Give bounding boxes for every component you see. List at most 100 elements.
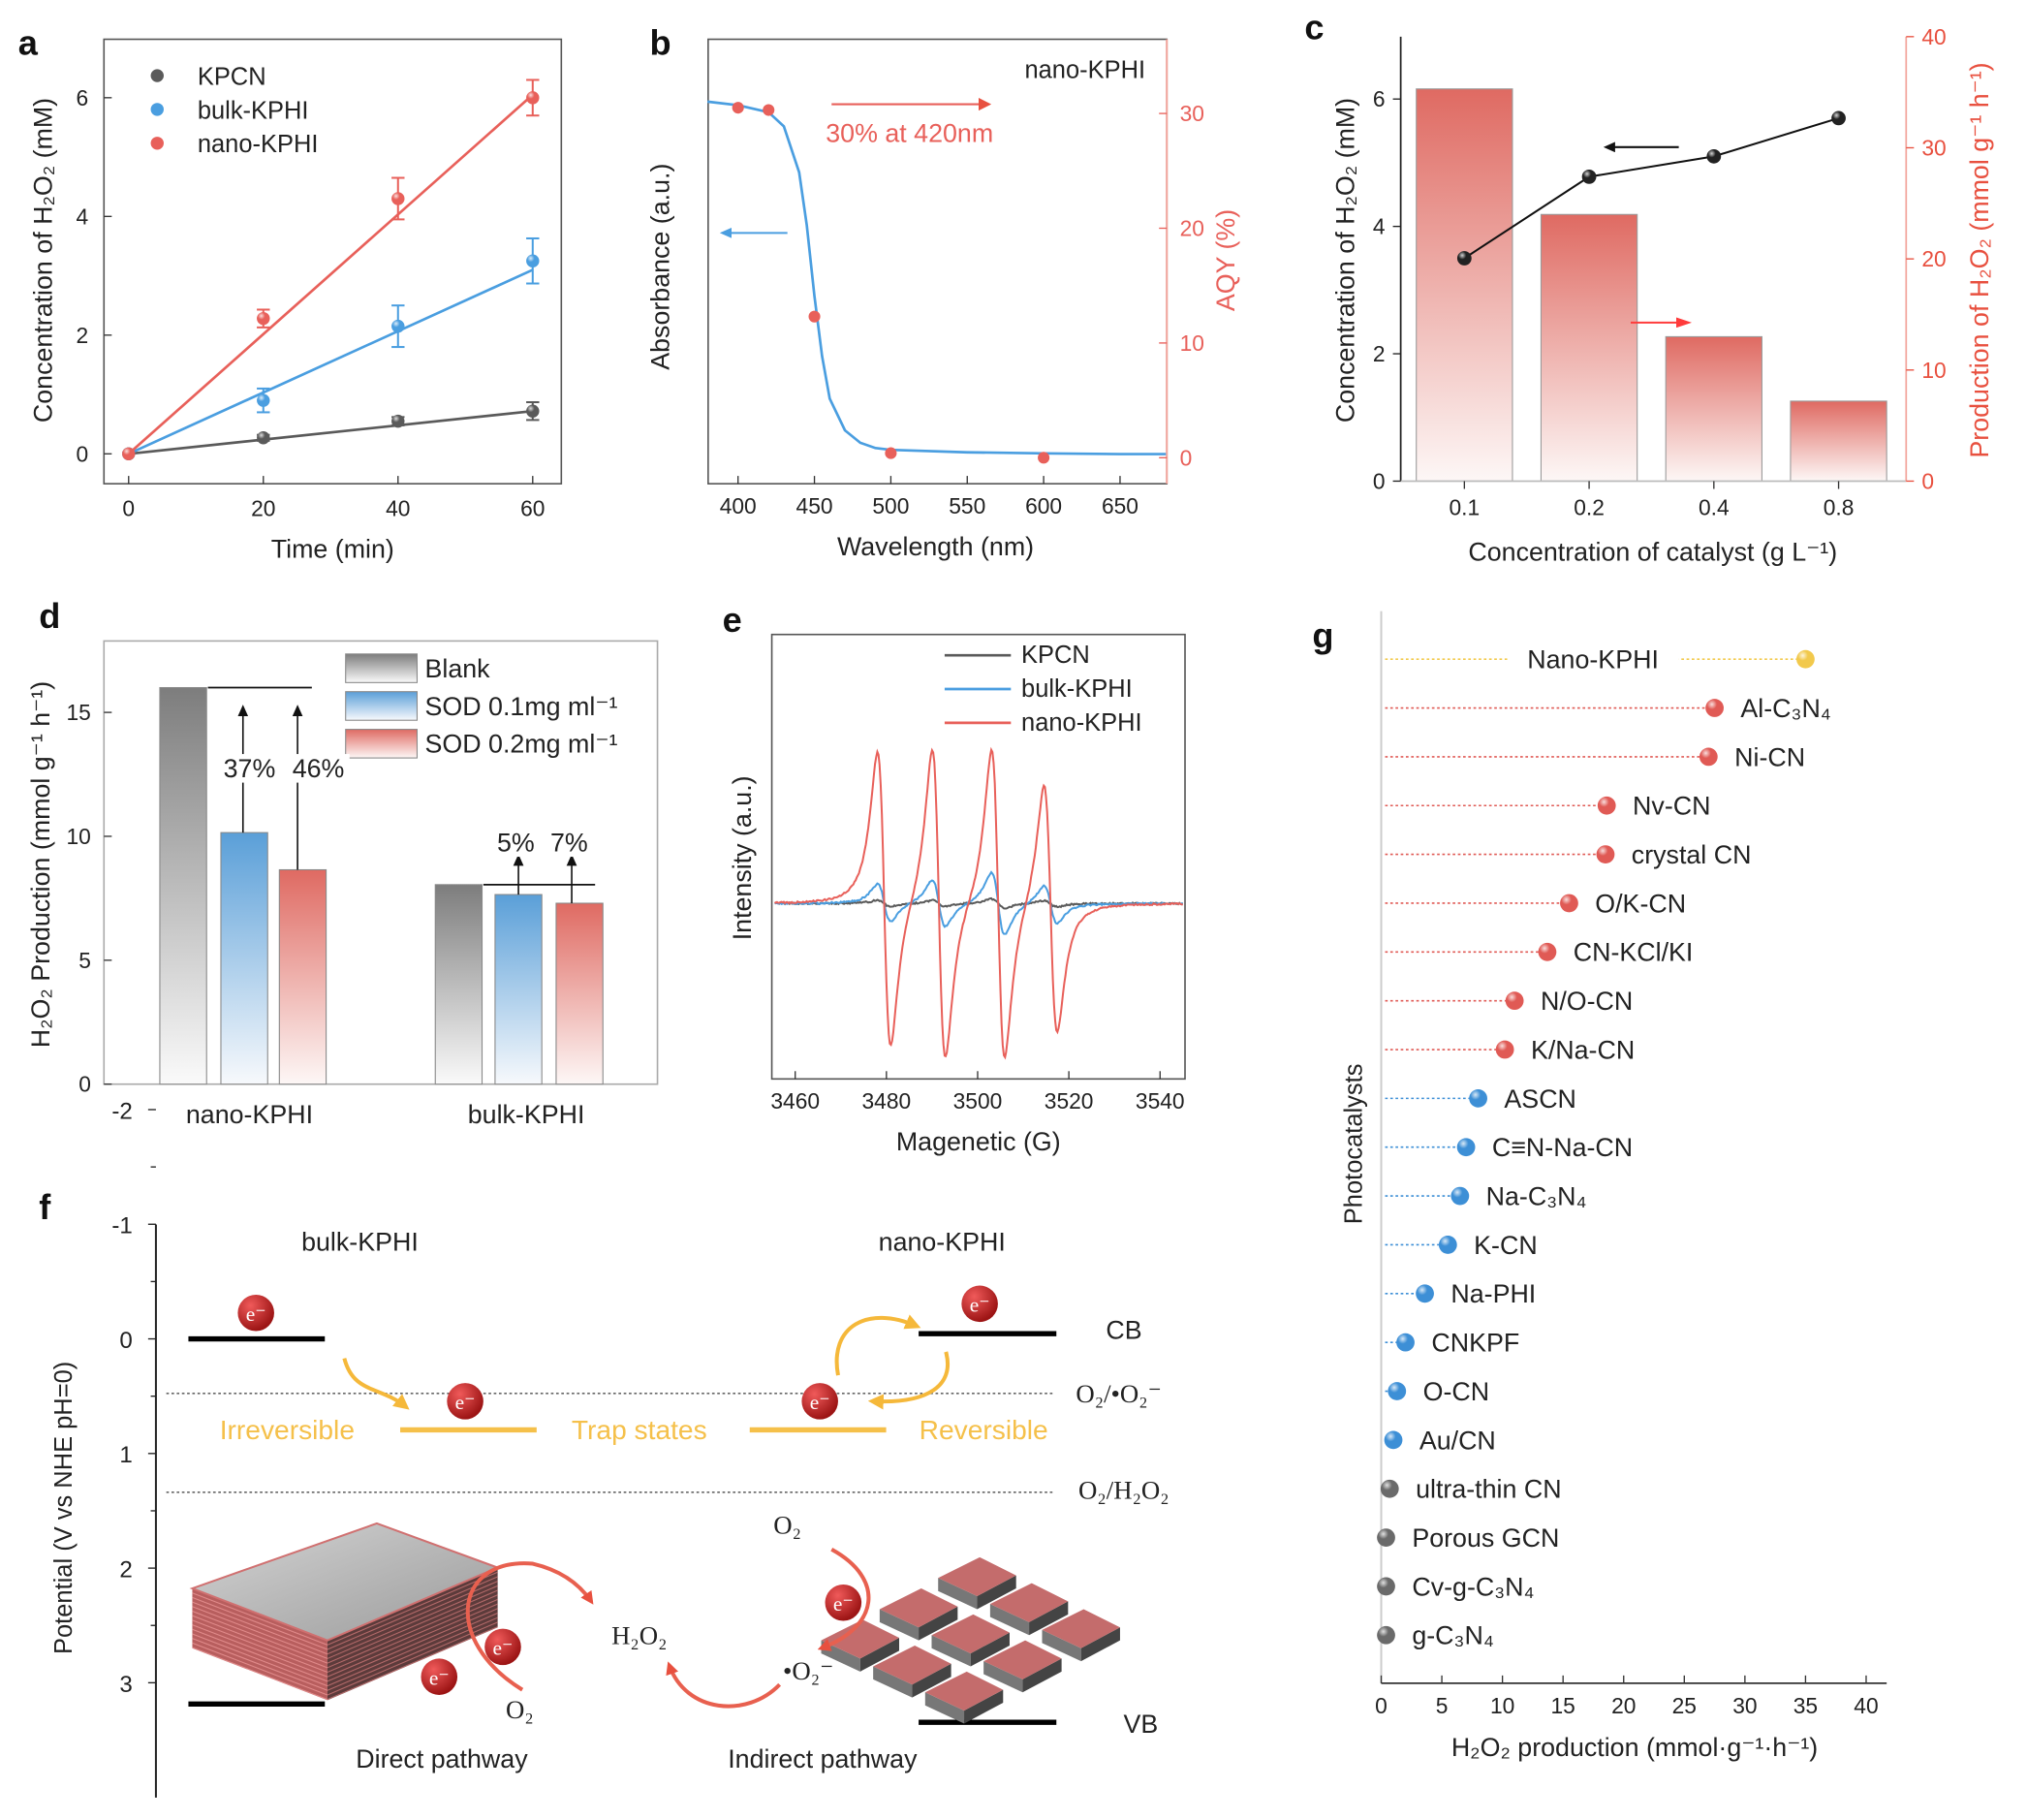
x-tick-label: 60: [520, 496, 545, 521]
x-tick-label: 0.4: [1699, 494, 1730, 519]
x-tick-label: 3540: [1136, 1088, 1185, 1114]
reversible-label: Reversible: [920, 1415, 1048, 1445]
point-highlight: [1582, 170, 1597, 184]
x-tick-label: 600: [1025, 493, 1062, 518]
electron-icon: e⁻: [961, 1286, 998, 1323]
panel-d-chart: 0 5 10 15 nano-KPHI bulk-KPHI H₂O₂ Production …: [26, 641, 658, 1129]
superoxide-to-h2o2-arrow: [670, 1665, 780, 1706]
x-tick-label: 400: [720, 493, 757, 518]
y-axis-label: Potential (V vs NHE pH=0): [50, 1362, 78, 1654]
right-tick-label: 30: [1921, 136, 1946, 161]
electron-label: e⁻: [970, 1293, 990, 1316]
catalyst-label: CN-KCl/KI: [1574, 938, 1694, 967]
series-nano-KPHI: [122, 79, 539, 460]
right-axis-label: AQY (%): [1211, 209, 1240, 311]
nano-title: nano-KPHI: [879, 1227, 1006, 1256]
bar-sod-0-1: [495, 894, 542, 1084]
point-highlight: [1560, 894, 1578, 913]
h2o2-product-label: H₂O₂: [611, 1621, 667, 1650]
electron-label: e⁻: [429, 1666, 450, 1689]
series-bulk-KPHI: [122, 238, 539, 460]
catalyst-row: Al-C₃N₄: [1386, 694, 1831, 723]
electron-icon: e⁻: [421, 1658, 457, 1695]
data-point-highlight: [391, 192, 404, 204]
x-tick-label: 10: [1490, 1693, 1514, 1718]
x-tick-label: 20: [251, 496, 275, 521]
o2-direct-label: O₂: [506, 1695, 534, 1724]
catalyst-label: Au/CN: [1419, 1426, 1496, 1455]
reversible-up-arrow: [837, 1318, 917, 1375]
catalyst-row: Porous GCN: [1377, 1523, 1559, 1553]
superoxide-label: •O₂⁻: [783, 1656, 833, 1685]
y-tick-label: 2: [77, 323, 89, 348]
legend-label: nano-KPHI: [1024, 57, 1145, 84]
catalyst-label: crystal CN: [1632, 840, 1752, 869]
x-tick-label: 3460: [770, 1088, 820, 1114]
right-tick-label: 10: [1180, 330, 1204, 356]
y-tick-label: 0: [1373, 469, 1386, 494]
y-tick-label: 10: [67, 824, 91, 849]
catalyst-row: Na-PHI: [1386, 1279, 1537, 1308]
data-point-highlight: [391, 320, 404, 332]
data-point-highlight: [391, 415, 404, 427]
catalyst-row: CNKPF: [1386, 1329, 1520, 1358]
point-highlight: [1706, 149, 1721, 164]
panel-label-d: d: [39, 596, 60, 636]
x-tick-label: 3500: [953, 1088, 1003, 1114]
y-axis-label: H₂O₂ Production (mmol g⁻¹ h⁻¹): [26, 681, 55, 1048]
y-tick-label: 1: [119, 1442, 132, 1468]
point-highlight: [1506, 991, 1524, 1010]
right-axis-label: Production of H₂O₂ (mmol g⁻¹ h⁻¹): [1965, 62, 1994, 457]
catalyst-label: O-CN: [1423, 1377, 1490, 1406]
catalyst-row: ASCN: [1386, 1084, 1576, 1114]
y-tick-label: -1: [111, 1213, 132, 1239]
electron-icon: e⁻: [237, 1295, 274, 1332]
catalyst-label: O/K-CN: [1595, 889, 1686, 918]
catalyst-label: ASCN: [1504, 1084, 1576, 1114]
x-tick-label: 0.1: [1450, 494, 1481, 519]
catalyst-label: Na-PHI: [1450, 1279, 1536, 1308]
catalyst-row: Nano-KPHI: [1386, 640, 1815, 676]
decrease-annotation: 7%: [550, 829, 588, 858]
electron-label: e⁻: [493, 1636, 514, 1659]
legend-label: Blank: [425, 654, 491, 683]
right-tick-label: 20: [1921, 246, 1946, 271]
catalyst-label: N/O-CN: [1541, 987, 1633, 1016]
aqy-point: [763, 104, 774, 115]
legend-marker: [151, 137, 164, 149]
panel-g-chart: 0 5 10 15 20 25 30 35 40H₂O₂ production (mmol·g⁻…: [1340, 612, 1887, 1762]
absorbance-curve: [707, 102, 1166, 455]
electron-label: e⁻: [455, 1391, 476, 1414]
aqy-point: [1038, 452, 1049, 463]
point-highlight: [1598, 797, 1616, 815]
data-point-highlight: [526, 404, 539, 417]
y-tick-label: 4: [77, 204, 89, 229]
legend-label: bulk-KPHI: [1021, 675, 1133, 703]
x-category-label: bulk-KPHI: [468, 1100, 585, 1129]
catalyst-label: K-CN: [1474, 1231, 1538, 1260]
legend-label: bulk-KPHI: [198, 97, 309, 124]
legend-label: KPCN: [198, 63, 266, 90]
point-highlight: [1597, 845, 1615, 863]
point-highlight: [1377, 1626, 1395, 1645]
catalyst-label: C≡N-Na-CN: [1492, 1133, 1633, 1162]
point-highlight: [1381, 1480, 1399, 1498]
x-tick-label: 500: [872, 493, 909, 518]
right-tick-label: 40: [1921, 24, 1946, 49]
figure: a b cd efg0 20 40 600246Time (min)Concentratio…: [0, 0, 2027, 1820]
right-tick-label: 10: [1921, 358, 1946, 383]
point-highlight: [1469, 1089, 1487, 1108]
x-tick-label: 35: [1793, 1693, 1818, 1718]
legend-marker: [151, 103, 164, 115]
indirect-pathway-label: Indirect pathway: [728, 1744, 918, 1773]
panel-label-g: g: [1312, 615, 1333, 655]
electron-label: e⁻: [810, 1391, 830, 1414]
electron-icon: e⁻: [801, 1383, 838, 1420]
y-tick-label: 2: [119, 1556, 132, 1583]
catalyst-row: C≡N-Na-CN: [1386, 1133, 1634, 1162]
x-axis-label: Magenetic (G): [896, 1127, 1061, 1156]
point-highlight: [1450, 1187, 1469, 1206]
electron-icon: e⁻: [826, 1585, 862, 1621]
right-tick-label: 0: [1180, 445, 1193, 470]
fit-line: [129, 411, 533, 454]
